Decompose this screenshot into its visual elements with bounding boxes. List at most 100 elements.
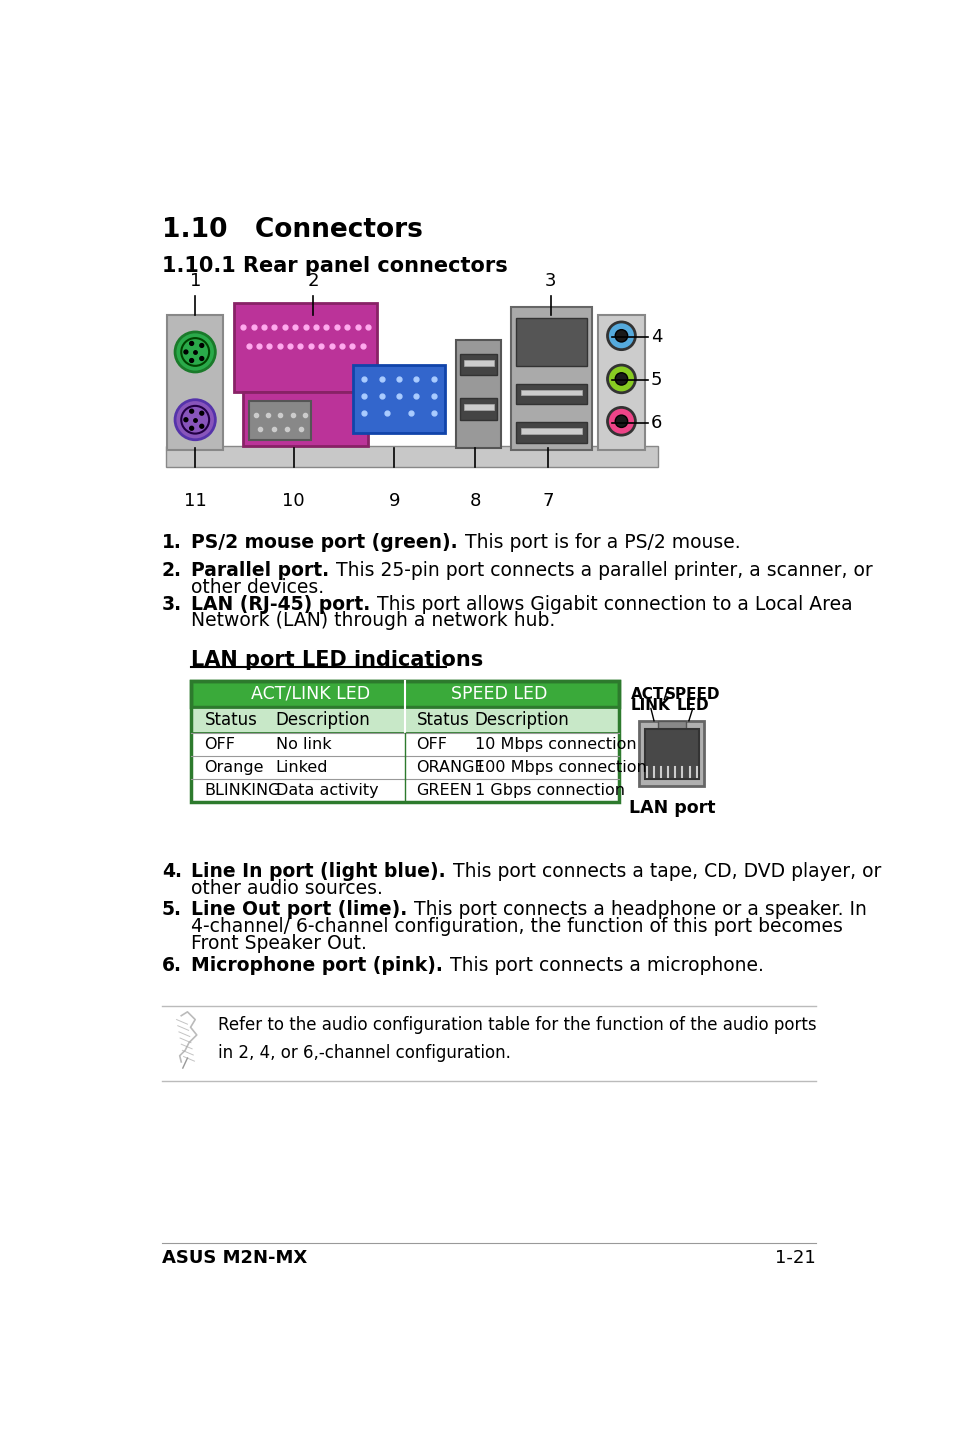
Circle shape xyxy=(190,358,193,362)
FancyBboxPatch shape xyxy=(520,390,581,395)
Text: other audio sources.: other audio sources. xyxy=(191,879,382,897)
FancyBboxPatch shape xyxy=(249,401,311,440)
FancyBboxPatch shape xyxy=(191,680,618,707)
FancyBboxPatch shape xyxy=(464,404,493,410)
FancyBboxPatch shape xyxy=(516,384,586,404)
FancyBboxPatch shape xyxy=(459,398,497,420)
Circle shape xyxy=(199,344,204,348)
FancyBboxPatch shape xyxy=(520,429,581,434)
Circle shape xyxy=(174,400,215,440)
FancyBboxPatch shape xyxy=(658,720,685,732)
Text: ORANGE: ORANGE xyxy=(416,761,484,775)
Text: Description: Description xyxy=(474,710,569,729)
Text: This port connects a tape, CD, DVD player, or: This port connects a tape, CD, DVD playe… xyxy=(446,861,881,880)
Text: 5.: 5. xyxy=(162,900,182,919)
Text: This port is for a PS/2 mouse.: This port is for a PS/2 mouse. xyxy=(458,533,740,552)
FancyBboxPatch shape xyxy=(598,315,644,450)
Circle shape xyxy=(174,332,215,372)
Text: This port allows Gigabit connection to a Local Area: This port allows Gigabit connection to a… xyxy=(371,594,852,614)
Text: 10: 10 xyxy=(282,492,305,510)
Text: 3: 3 xyxy=(544,272,557,290)
Text: Line Out port (lime).: Line Out port (lime). xyxy=(191,900,406,919)
Text: Microphone port (pink).: Microphone port (pink). xyxy=(191,956,442,975)
Text: 4: 4 xyxy=(650,328,661,347)
Text: Status: Status xyxy=(416,710,469,729)
Circle shape xyxy=(607,407,635,436)
Text: 3.: 3. xyxy=(162,594,182,614)
Circle shape xyxy=(190,426,193,430)
Text: LED: LED xyxy=(676,697,708,713)
FancyBboxPatch shape xyxy=(459,354,497,375)
Text: SPEED LED: SPEED LED xyxy=(451,684,547,703)
FancyBboxPatch shape xyxy=(191,779,618,802)
Text: Status: Status xyxy=(204,710,257,729)
FancyBboxPatch shape xyxy=(464,360,493,365)
Text: 1 Gbps connection: 1 Gbps connection xyxy=(474,784,624,798)
FancyBboxPatch shape xyxy=(456,341,500,449)
Text: ASUS M2N-MX: ASUS M2N-MX xyxy=(162,1250,307,1267)
Text: 5: 5 xyxy=(650,371,661,390)
Circle shape xyxy=(199,357,204,361)
FancyBboxPatch shape xyxy=(353,365,444,433)
Text: 9: 9 xyxy=(388,492,399,510)
Text: 1.10   Connectors: 1.10 Connectors xyxy=(162,217,422,243)
Text: LAN port LED indications: LAN port LED indications xyxy=(191,650,482,670)
Text: 8: 8 xyxy=(469,492,480,510)
Text: Orange: Orange xyxy=(204,761,264,775)
Text: other devices.: other devices. xyxy=(191,578,323,597)
Text: Data activity: Data activity xyxy=(275,784,378,798)
Text: LAN (RJ-45) port.: LAN (RJ-45) port. xyxy=(191,594,370,614)
Circle shape xyxy=(184,418,188,421)
Text: This port connects a microphone.: This port connects a microphone. xyxy=(443,956,763,975)
Text: SPEED: SPEED xyxy=(664,687,720,702)
Text: 7: 7 xyxy=(541,492,553,510)
Text: 10 Mbps connection: 10 Mbps connection xyxy=(474,738,636,752)
Text: LINK: LINK xyxy=(630,697,670,713)
Text: This port connects a headphone or a speaker. In: This port connects a headphone or a spea… xyxy=(408,900,866,919)
Text: OFF: OFF xyxy=(204,738,235,752)
Text: 1-21: 1-21 xyxy=(775,1250,815,1267)
Circle shape xyxy=(199,411,204,416)
Text: No link: No link xyxy=(275,738,331,752)
Text: ACT/LINK LED: ACT/LINK LED xyxy=(251,684,370,703)
Text: 1.10.1 Rear panel connectors: 1.10.1 Rear panel connectors xyxy=(162,256,507,276)
Text: BLINKING: BLINKING xyxy=(204,784,281,798)
Circle shape xyxy=(184,349,188,354)
Text: Network (LAN) through a network hub.: Network (LAN) through a network hub. xyxy=(191,611,555,630)
FancyBboxPatch shape xyxy=(243,393,368,446)
FancyBboxPatch shape xyxy=(167,315,223,450)
Text: 4.: 4. xyxy=(162,861,182,880)
Circle shape xyxy=(190,341,193,345)
Text: GREEN: GREEN xyxy=(416,784,472,798)
FancyBboxPatch shape xyxy=(166,446,658,467)
FancyBboxPatch shape xyxy=(639,720,703,787)
Circle shape xyxy=(199,424,204,429)
FancyBboxPatch shape xyxy=(516,421,586,443)
Text: 6.: 6. xyxy=(162,956,182,975)
Circle shape xyxy=(615,329,627,342)
Text: This 25-pin port connects a parallel printer, a scanner, or: This 25-pin port connects a parallel pri… xyxy=(330,561,872,581)
Circle shape xyxy=(190,410,193,413)
FancyBboxPatch shape xyxy=(510,308,592,450)
Text: 11: 11 xyxy=(184,492,207,510)
FancyBboxPatch shape xyxy=(233,303,377,393)
FancyBboxPatch shape xyxy=(191,733,618,756)
Text: OFF: OFF xyxy=(416,738,447,752)
Text: 4-channel/ 6-channel configuration, the function of this port becomes: 4-channel/ 6-channel configuration, the … xyxy=(191,917,841,936)
Text: ACT/: ACT/ xyxy=(631,687,670,702)
Text: 2: 2 xyxy=(307,272,318,290)
FancyBboxPatch shape xyxy=(191,756,618,779)
Text: LAN port: LAN port xyxy=(628,798,715,817)
Text: 100 Mbps connection: 100 Mbps connection xyxy=(474,761,646,775)
Circle shape xyxy=(607,365,635,393)
FancyBboxPatch shape xyxy=(644,729,699,779)
FancyBboxPatch shape xyxy=(516,318,586,365)
Text: 1: 1 xyxy=(190,272,201,290)
Text: 1.: 1. xyxy=(162,533,182,552)
FancyBboxPatch shape xyxy=(191,707,618,733)
Text: PS/2 mouse port (green).: PS/2 mouse port (green). xyxy=(191,533,456,552)
Text: Refer to the audio configuration table for the function of the audio ports
in 2,: Refer to the audio configuration table f… xyxy=(217,1015,816,1061)
Text: 6: 6 xyxy=(650,414,661,431)
Text: Linked: Linked xyxy=(275,761,328,775)
Text: Line In port (light blue).: Line In port (light blue). xyxy=(191,861,445,880)
